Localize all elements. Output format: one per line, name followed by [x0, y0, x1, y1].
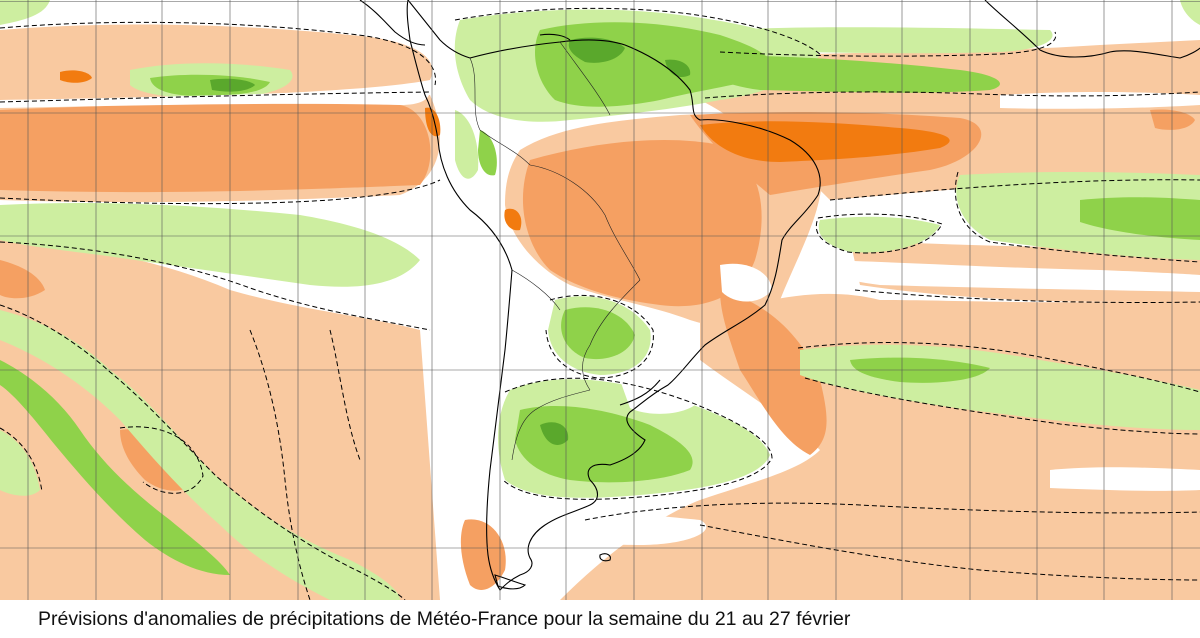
precipitation-anomaly-map [0, 0, 1200, 600]
wet-anomaly-strong [210, 37, 691, 445]
graticule [0, 0, 1200, 600]
zero-anomaly-contours [0, 7, 1200, 600]
neutral-zones [0, 0, 1200, 545]
country-borders [469, 41, 641, 461]
map-caption: Prévisions d'anomalies de précipitations… [38, 608, 851, 630]
dry-anomaly-strong [60, 70, 950, 231]
